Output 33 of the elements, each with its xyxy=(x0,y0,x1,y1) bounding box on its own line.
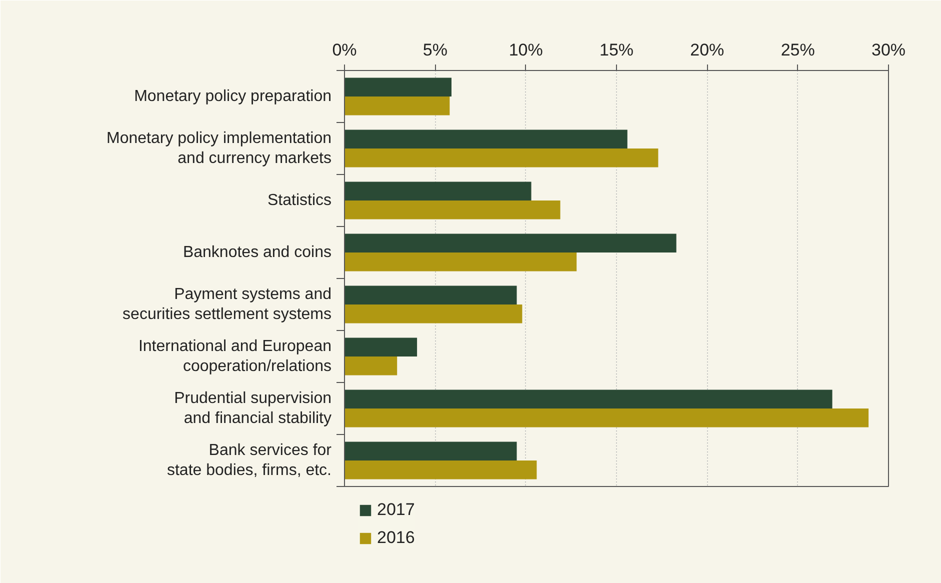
y-tick-label: Prudential supervision and financial stability xyxy=(174,390,332,428)
bar xyxy=(344,252,577,272)
bar xyxy=(344,408,869,428)
x-tick-label: 25% xyxy=(780,40,815,60)
bar xyxy=(344,460,537,480)
y-tick-label: International and European cooperation/relations xyxy=(138,338,332,376)
bar xyxy=(344,286,517,304)
y-tick-label: Statistics xyxy=(267,192,332,209)
bar xyxy=(344,182,532,200)
x-tick-label: 30% xyxy=(871,40,906,60)
y-tick-label: Bank services for state bodies, firms, etc. xyxy=(166,442,332,480)
bar xyxy=(344,200,560,220)
bar xyxy=(344,96,450,116)
bar xyxy=(344,78,452,96)
y-tick-label: Monetary policy implementation and currency markets xyxy=(106,130,332,168)
bar xyxy=(344,356,398,376)
x-tick-label: 0% xyxy=(332,40,357,60)
x-tick-label: 10% xyxy=(508,40,543,60)
legend-label: 2017 xyxy=(377,500,415,520)
bar xyxy=(344,390,832,408)
bar xyxy=(344,304,522,324)
bar xyxy=(344,442,517,460)
x-tick-label: 20% xyxy=(690,40,724,60)
bar xyxy=(344,234,676,252)
y-tick-label: Payment systems and securities settlement systems xyxy=(122,286,332,324)
legend-label: 2016 xyxy=(377,528,415,548)
bar xyxy=(344,338,418,356)
bar xyxy=(344,148,658,168)
x-tick-label: 5% xyxy=(422,40,448,60)
x-tick-label: 15% xyxy=(599,40,634,60)
bar xyxy=(344,130,628,148)
y-tick-label: Monetary policy preparation xyxy=(134,88,332,105)
y-tick-label: Banknotes and coins xyxy=(182,244,332,261)
